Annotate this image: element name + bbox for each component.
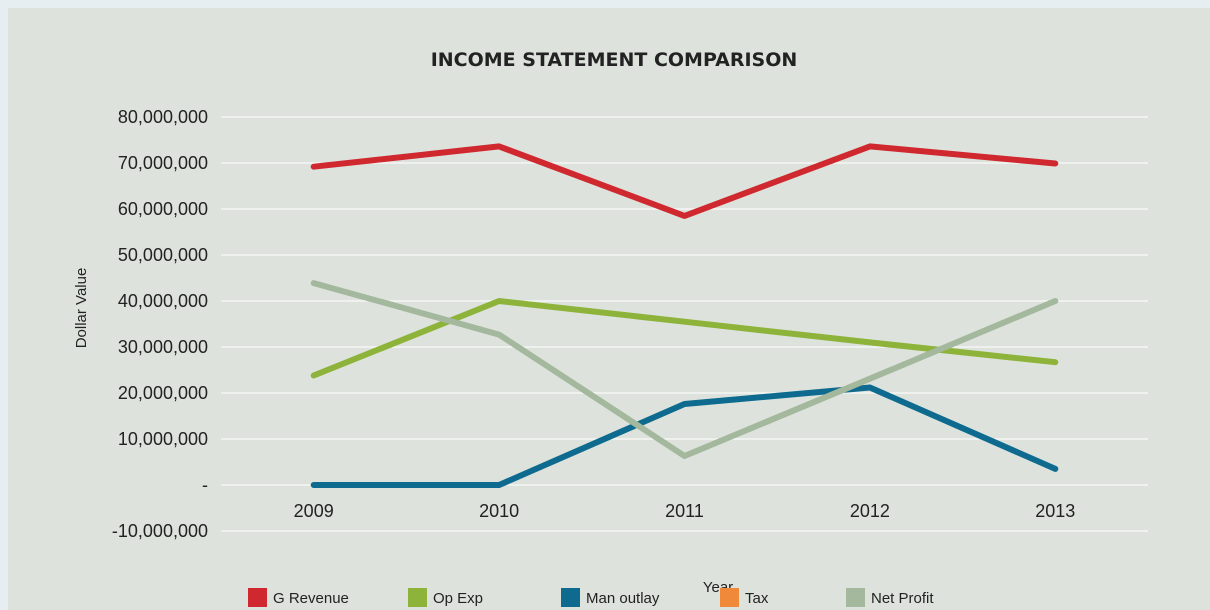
legend: G Revenue Op Exp Man outlay Tax Net Profit (248, 588, 934, 607)
legend-swatch (408, 588, 427, 607)
legend-label: Tax (745, 590, 769, 607)
y-tick-label: 30,000,000 (118, 337, 208, 357)
legend-label: Man outlay (586, 590, 660, 607)
legend-swatch (248, 588, 267, 607)
legend-swatch (720, 588, 739, 607)
income-chart: INCOME STATEMENT COMPARISON -10,000,000-… (73, 49, 1148, 607)
legend-item: Tax (720, 588, 769, 607)
series-line-net-profit (310, 280, 1059, 459)
y-tick-label: -10,000,000 (112, 521, 208, 541)
legend-swatch (561, 588, 580, 607)
y-tick-label: 10,000,000 (118, 429, 208, 449)
x-tick-labels: 2009 2010 2011 2012 2013 (294, 501, 1076, 521)
legend-item: Op Exp (408, 588, 483, 607)
legend-label: Op Exp (433, 590, 483, 607)
y-tick-label: 60,000,000 (118, 199, 208, 219)
x-tick-label: 2011 (665, 501, 704, 521)
series-line-man-outlay (310, 384, 1059, 488)
legend-label: G Revenue (273, 590, 349, 607)
y-axis-label: Dollar Value (73, 268, 90, 349)
x-tick-label: 2010 (479, 501, 519, 521)
series-lines (310, 143, 1059, 488)
chart-title: INCOME STATEMENT COMPARISON (431, 49, 798, 71)
x-tick-label: 2009 (294, 501, 334, 521)
y-tick-label: 50,000,000 (118, 245, 208, 265)
y-tick-label: 70,000,000 (118, 153, 208, 173)
series-line-g-revenue (310, 143, 1059, 219)
x-tick-label: 2012 (850, 501, 890, 521)
legend-item: Man outlay (561, 588, 660, 607)
legend-item: Net Profit (846, 588, 934, 607)
legend-swatch (846, 588, 865, 607)
series-line-op-exp (310, 298, 1059, 379)
legend-item: G Revenue (248, 588, 349, 607)
x-tick-label: 2013 (1035, 501, 1075, 521)
y-tick-label: - (202, 475, 208, 495)
y-tick-labels: -10,000,000-10,000,00020,000,00030,000,0… (112, 107, 208, 541)
chart-frame: INCOME STATEMENT COMPARISON -10,000,000-… (8, 8, 1210, 610)
y-tick-label: 20,000,000 (118, 383, 208, 403)
y-tick-label: 40,000,000 (118, 291, 208, 311)
legend-label: Net Profit (871, 590, 934, 607)
y-tick-label: 80,000,000 (118, 107, 208, 127)
